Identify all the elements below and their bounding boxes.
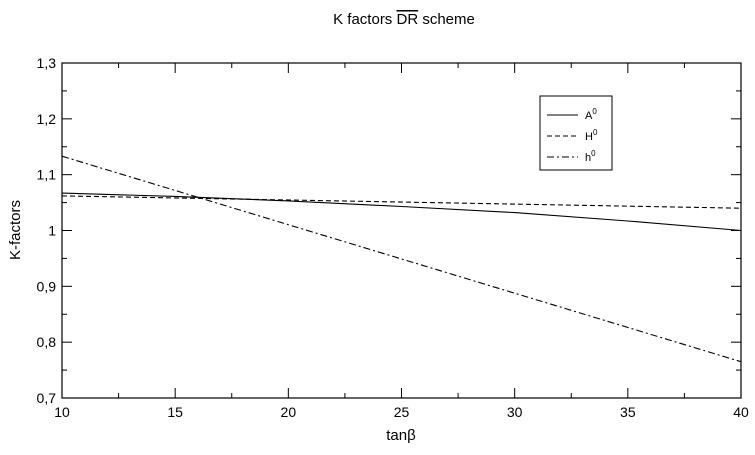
y-tick-label: 0,7 (37, 390, 57, 406)
chart-title-scheme: DR (396, 11, 418, 28)
tick-labels: 10 15 20 25 30 35 40 0,7 0,8 0,9 1 1,1 1,2 1,3 (37, 55, 749, 420)
x-tick-label: 20 (281, 404, 297, 420)
tick-marks (61, 62, 742, 399)
series-line-H0 (61, 195, 742, 209)
legend-label-h0: h0 (585, 149, 596, 164)
series-line-h0 (61, 155, 742, 363)
y-tick-label: 0,9 (37, 278, 57, 294)
x-tick-label: 30 (507, 404, 523, 420)
legend-label-H0: H0 (585, 128, 598, 143)
y-tick-label: 1,1 (37, 167, 57, 183)
y-axis-label: K-factors (7, 200, 24, 260)
x-tick-label: 10 (54, 404, 70, 420)
chart-title: K factors DR scheme (333, 11, 475, 28)
x-tick-label: 35 (620, 404, 636, 420)
x-tick-label: 15 (167, 404, 183, 420)
series-line-A0 (61, 192, 742, 232)
x-axis-label: tanβ (386, 427, 416, 444)
x-tick-label: 25 (394, 404, 410, 420)
chart-title-prefix: K factors (333, 11, 396, 28)
x-tick-label: 40 (733, 404, 749, 420)
plot-frame (61, 62, 742, 399)
legend: A0 H0 h0 (539, 95, 613, 171)
chart-title-suffix: scheme (418, 11, 475, 28)
series-lines (61, 155, 742, 363)
y-tick-label: 1,3 (37, 55, 57, 71)
legend-label-A0: A0 (585, 107, 597, 122)
legend-box (539, 95, 613, 171)
y-tick-label: 1 (48, 223, 56, 239)
y-tick-label: 0,8 (37, 334, 57, 350)
y-tick-label: 1,2 (37, 111, 57, 127)
